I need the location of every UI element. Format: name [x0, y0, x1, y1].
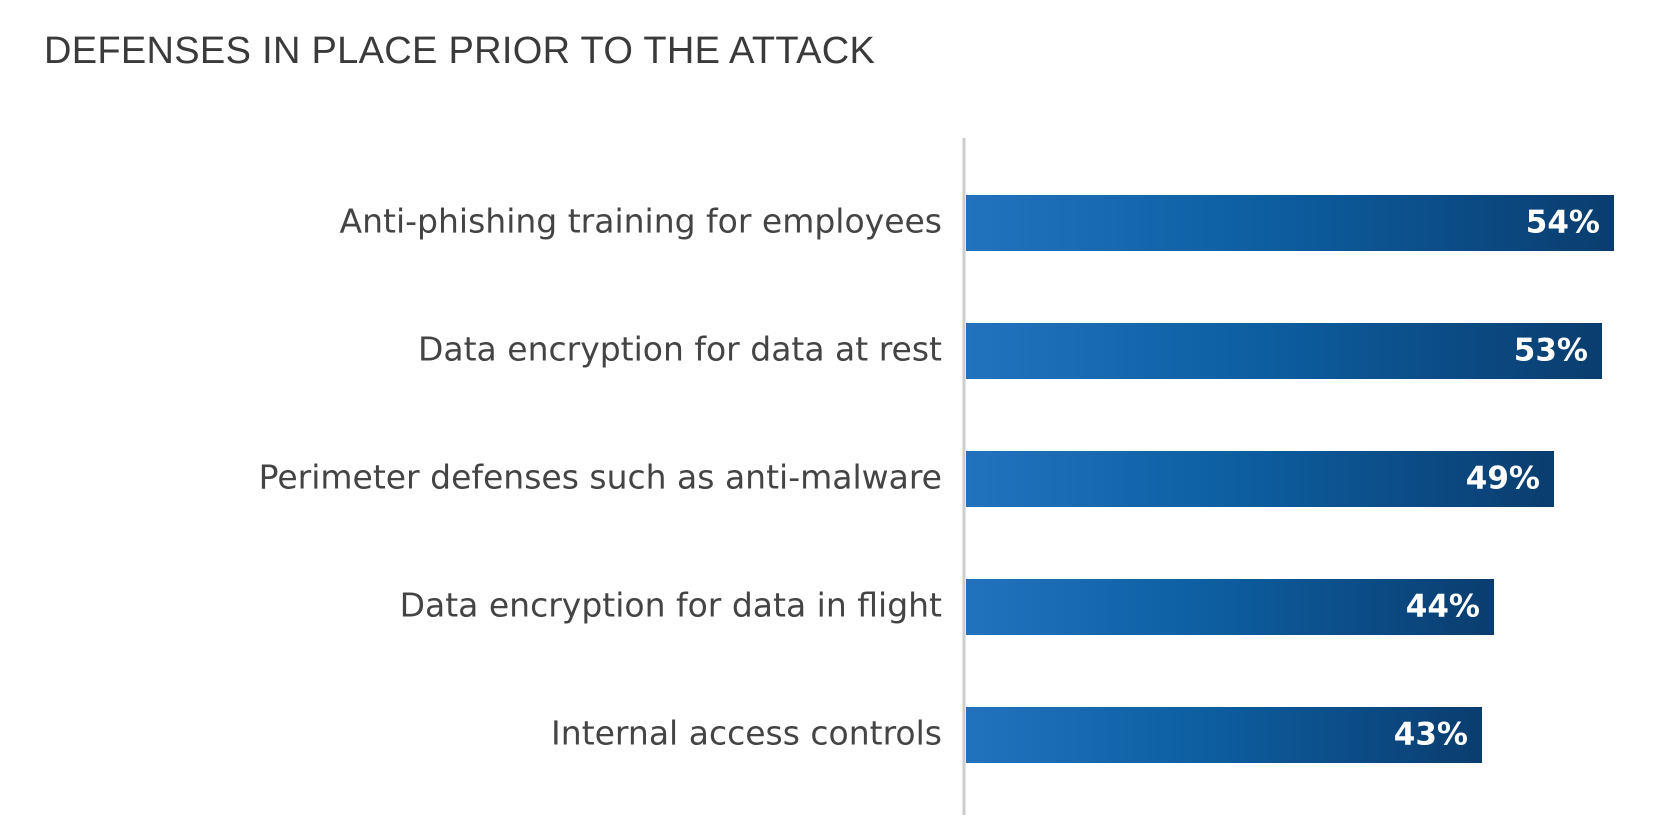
- bar-2: [966, 323, 1602, 379]
- category-label-5: Internal access controls: [551, 714, 942, 753]
- bar-4: [966, 579, 1494, 635]
- value-label-2: 53%: [1514, 333, 1588, 369]
- category-label-2: Data encryption for data at rest: [418, 330, 942, 369]
- bar-5: [966, 707, 1482, 763]
- category-label-3: Perimeter defenses such as anti-malware: [259, 458, 942, 497]
- bar-1: [966, 195, 1614, 251]
- bar-3: [966, 451, 1554, 507]
- chart-title: DEFENSES IN PLACE PRIOR TO THE ATTACK: [44, 30, 876, 72]
- value-label-3: 49%: [1466, 461, 1540, 497]
- value-label-1: 54%: [1526, 205, 1600, 241]
- category-label-4: Data encryption for data in flight: [400, 586, 942, 625]
- bars-group: Anti-phishing training for employees 54% D…: [259, 195, 1614, 763]
- category-label-1: Anti-phishing training for employees: [340, 202, 942, 241]
- value-label-5: 43%: [1394, 717, 1468, 753]
- value-label-4: 44%: [1406, 589, 1480, 625]
